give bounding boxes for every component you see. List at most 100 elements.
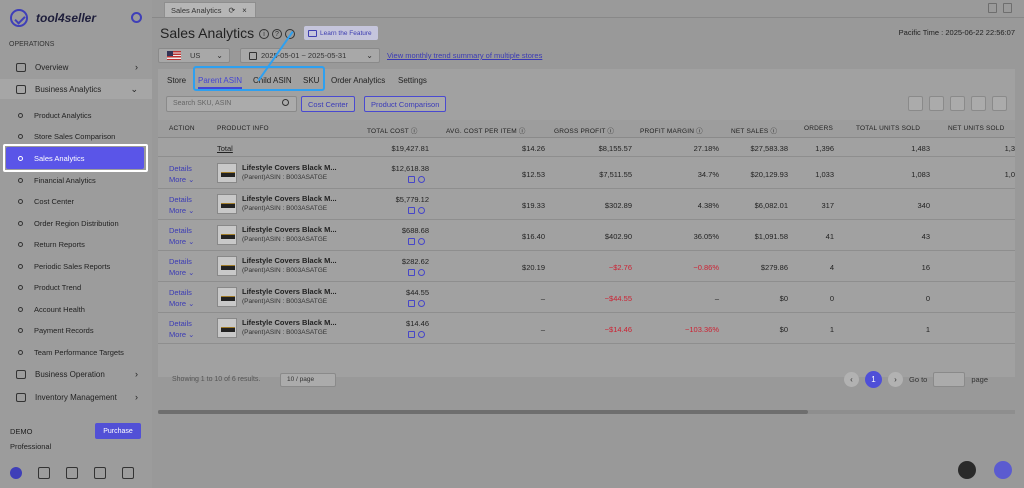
product-thumbnail[interactable] <box>217 318 237 338</box>
view-icon[interactable] <box>418 238 425 245</box>
details-link[interactable]: Details <box>169 257 192 266</box>
more-dropdown[interactable]: More ⌄ <box>169 299 195 308</box>
product-name[interactable]: Lifestyle Covers Black M... <box>242 163 337 172</box>
sidebar-sub-product-trend[interactable]: Product Trend <box>0 277 152 297</box>
refresh-icon[interactable] <box>929 96 944 111</box>
sidebar-sub-sales-analytics[interactable]: Sales Analytics <box>6 147 144 169</box>
sidebar-sub-product-analytics[interactable]: Product Analytics <box>0 105 152 125</box>
purchase-button[interactable]: Purchase <box>95 423 141 439</box>
col-profit-margin[interactable]: PROFIT MARGIN ⓘ <box>640 128 703 135</box>
col-total-units[interactable]: TOTAL UNITS SOLD <box>856 125 921 132</box>
note-icon[interactable] <box>285 29 295 39</box>
view-icon[interactable] <box>418 300 425 307</box>
details-link[interactable]: Details <box>169 226 192 235</box>
close-icon[interactable]: × <box>242 5 247 15</box>
edit-icon[interactable] <box>408 176 415 183</box>
sidebar-sub-order-region[interactable]: Order Region Distribution <box>0 213 152 233</box>
page-size-select[interactable]: 10 / page <box>280 373 336 387</box>
monthly-trend-link[interactable]: View monthly trend summary of multiple s… <box>387 51 543 60</box>
language-icon[interactable] <box>94 467 106 479</box>
edit-icon[interactable] <box>408 238 415 245</box>
edit-icon[interactable] <box>408 269 415 276</box>
sidebar-sub-periodic-sales[interactable]: Periodic Sales Reports <box>0 256 152 276</box>
download-icon[interactable] <box>66 467 78 479</box>
product-name[interactable]: Lifestyle Covers Black M... <box>242 225 337 234</box>
support-icon[interactable] <box>994 461 1012 479</box>
product-name[interactable]: Lifestyle Covers Black M... <box>242 287 337 296</box>
edit-icon[interactable] <box>408 207 415 214</box>
fullscreen-icon[interactable] <box>908 96 923 111</box>
product-thumbnail[interactable] <box>217 194 237 214</box>
sidebar-sub-return-reports[interactable]: Return Reports <box>0 234 152 254</box>
tab-store[interactable]: Store <box>167 76 187 85</box>
product-comparison-button[interactable]: Product Comparison <box>364 96 447 112</box>
sidebar-item-business-operation[interactable]: Business Operation › <box>0 364 152 384</box>
col-net-units[interactable]: NET UNITS SOLD <box>948 125 1005 132</box>
details-link[interactable]: Details <box>169 195 192 204</box>
col-total-cost[interactable]: TOTAL COST ⓘ <box>367 128 418 135</box>
col-orders[interactable]: ORDERS <box>804 125 834 132</box>
search-icon[interactable] <box>282 99 289 106</box>
prev-page-button[interactable]: ‹ <box>844 372 859 387</box>
sidebar-sub-team-targets[interactable]: Team Performance Targets <box>0 342 152 362</box>
filter-icon[interactable] <box>992 96 1007 111</box>
edit-icon[interactable] <box>408 300 415 307</box>
horizontal-scrollbar[interactable] <box>158 410 1015 414</box>
more-dropdown[interactable]: More ⌄ <box>169 175 195 184</box>
product-name[interactable]: Lifestyle Covers Black M... <box>242 256 337 265</box>
current-page[interactable]: 1 <box>865 371 882 388</box>
info-icon[interactable]: i <box>259 29 269 39</box>
product-name[interactable]: Lifestyle Covers Black M... <box>242 318 337 327</box>
sidebar-sub-store-sales-comparison[interactable]: Store Sales Comparison <box>0 126 152 146</box>
sidebar-sub-cost-center[interactable]: Cost Center <box>0 191 152 211</box>
country-select[interactable]: US ⌄ <box>158 48 230 63</box>
next-page-button[interactable]: › <box>888 372 903 387</box>
view-icon[interactable] <box>418 176 425 183</box>
col-product-info[interactable]: PRODUCT INFO <box>217 125 269 132</box>
col-net-sales[interactable]: NET SALES ⓘ <box>731 128 778 135</box>
mobile-icon[interactable] <box>122 467 134 479</box>
sidebar-item-business-analytics[interactable]: Business Analytics ⌄ <box>0 79 152 99</box>
date-range-picker[interactable]: 2025-05-01 ~ 2025-05-31 ⌄ <box>240 48 380 63</box>
product-thumbnail[interactable] <box>217 163 237 183</box>
learn-feature-button[interactable]: Learn the Feature <box>304 26 378 40</box>
tab-child-asin[interactable]: Child ASIN <box>253 76 292 85</box>
sidebar-item-inventory[interactable]: Inventory Management › <box>0 387 152 407</box>
expand-icon[interactable] <box>1003 3 1012 13</box>
product-thumbnail[interactable] <box>217 256 237 276</box>
product-thumbnail[interactable] <box>217 225 237 245</box>
export-icon[interactable] <box>950 96 965 111</box>
col-avg-cost[interactable]: AVG. COST PER ITEM ⓘ <box>446 128 526 135</box>
view-icon[interactable] <box>418 331 425 338</box>
sidebar-sub-payment-records[interactable]: Payment Records <box>0 320 152 340</box>
chat-bot-icon[interactable] <box>958 461 976 479</box>
trash-icon[interactable] <box>988 3 997 13</box>
search-input[interactable]: Search SKU, ASIN <box>166 96 297 112</box>
brand[interactable]: tool4seller <box>10 9 96 27</box>
more-dropdown[interactable]: More ⌄ <box>169 237 195 246</box>
view-icon[interactable] <box>418 269 425 276</box>
details-link[interactable]: Details <box>169 164 192 173</box>
edit-icon[interactable] <box>408 331 415 338</box>
cost-center-button[interactable]: Cost Center <box>301 96 356 112</box>
details-link[interactable]: Details <box>169 319 192 328</box>
col-gross-profit[interactable]: GROSS PROFIT ⓘ <box>554 128 615 135</box>
more-dropdown[interactable]: More ⌄ <box>169 330 195 339</box>
more-dropdown[interactable]: More ⌄ <box>169 206 195 215</box>
more-dropdown[interactable]: More ⌄ <box>169 268 195 277</box>
product-name[interactable]: Lifestyle Covers Black M... <box>242 194 337 203</box>
goto-input[interactable] <box>933 372 966 387</box>
help-icon[interactable]: ? <box>272 29 282 39</box>
tab-sku[interactable]: SKU <box>303 76 320 85</box>
settings-gear-icon[interactable] <box>131 12 142 23</box>
scrollbar-thumb[interactable] <box>158 410 808 414</box>
view-icon[interactable] <box>418 207 425 214</box>
avatar[interactable] <box>10 467 22 479</box>
mail-icon[interactable] <box>38 467 50 479</box>
tab-parent-asin[interactable]: Parent ASIN <box>198 76 243 89</box>
sidebar-sub-financial-analytics[interactable]: Financial Analytics <box>0 170 152 190</box>
product-thumbnail[interactable] <box>217 287 237 307</box>
sidebar-sub-account-health[interactable]: Account Health <box>0 299 152 319</box>
sidebar-item-overview[interactable]: Overview › <box>0 57 152 77</box>
details-link[interactable]: Details <box>169 288 192 297</box>
